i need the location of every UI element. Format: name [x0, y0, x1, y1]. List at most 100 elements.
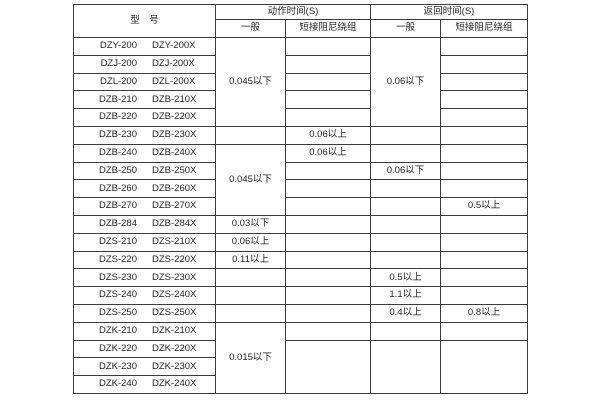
- cell-return-damping: [440, 321, 528, 341]
- model-name-base: DZB-270: [98, 200, 137, 212]
- cell-return-general: [370, 143, 441, 163]
- model-name-base: DZS-220: [98, 253, 137, 265]
- cell-action-general: 0.11以上: [215, 250, 286, 270]
- cell-action-damping: 0.06以上: [285, 143, 371, 163]
- table-row: DZS-250 DZS-250X 0.4以上 0.8以上: [73, 303, 528, 323]
- cell-action-damping: [285, 54, 371, 74]
- cell-model: DZJ-200 DZJ-200X: [73, 54, 216, 74]
- cell-return-general: [370, 232, 441, 252]
- model-name-x: DZS-220X: [152, 253, 197, 265]
- cell-action-damping: [285, 232, 371, 252]
- cell-return-damping: [440, 108, 528, 127]
- cell-model: DZK-240 DZK-240X: [73, 375, 216, 394]
- model-name-base: DZJ-200: [100, 57, 137, 69]
- model-name-base: DZS-250: [98, 307, 137, 319]
- model-name-x: DZB-284X: [152, 218, 197, 230]
- model-name-base: DZS-240: [98, 289, 137, 301]
- table-row: DZK-220 DZK-220X: [73, 339, 528, 394]
- table-row: DZK-240 DZK-240X: [73, 375, 528, 394]
- cell-model: DZS-230 DZS-230X: [73, 268, 216, 288]
- model-name-x: DZK-220X: [152, 342, 197, 354]
- table-row: DZB-210 DZB-210X: [73, 90, 528, 110]
- cell-return-damping: [440, 232, 528, 252]
- model-pair: DZY-200 DZY-200X: [75, 40, 215, 52]
- cell-action-damping: [285, 321, 371, 341]
- model-pair: DZK-230 DZK-230X: [75, 361, 215, 372]
- cell-return-general: [370, 125, 441, 145]
- table-row: DZS-230 DZS-230X 0.5以上: [73, 268, 528, 288]
- model-name-base: DZS-230: [98, 271, 137, 283]
- cell-return-damping: [440, 179, 528, 199]
- cell-return-general: 1.1以上: [370, 286, 441, 305]
- model-pair: DZK-220 DZK-220X: [75, 342, 215, 354]
- table-row: DZB-284 DZB-284X 0.03以下: [73, 214, 528, 234]
- header-return-general: 一般: [370, 19, 441, 38]
- cell-model: DZK-230 DZK-230X: [73, 357, 216, 377]
- cell-action-general: [215, 268, 286, 288]
- cell-model: DZK-210 DZK-210X: [73, 321, 216, 341]
- model-pair: DZL-200 DZL-200X: [75, 75, 215, 87]
- cell-model: DZB-260 DZB-260X: [73, 179, 216, 199]
- model-pair: DZB-240 DZB-240X: [75, 146, 215, 158]
- table-row: DZJ-200 DZJ-200X: [73, 54, 528, 74]
- model-pair: DZB-230 DZB-230X: [75, 129, 215, 141]
- model-name-base: DZB-250: [98, 164, 137, 176]
- cell-action-general: [215, 286, 286, 305]
- header-action-general: 一般: [215, 19, 286, 38]
- table-row: DZK-230 DZK-230X: [73, 357, 528, 377]
- model-name-x: DZB-220X: [152, 111, 197, 123]
- cell-action-damping: [285, 250, 371, 270]
- model-name-x: DZK-210X: [152, 324, 197, 336]
- cell-action-general: 0.03以下: [215, 214, 286, 234]
- model-name-x: DZB-240X: [152, 146, 197, 158]
- model-name-x: DZB-270X: [152, 200, 197, 212]
- cell-return-general: 0.5以上: [370, 268, 441, 288]
- cell-return-damping: [440, 161, 528, 181]
- cell-model: DZS-250 DZS-250X: [73, 303, 216, 323]
- model-pair: DZB-270 DZB-270X: [75, 200, 215, 212]
- model-name-x: DZK-240X: [152, 378, 197, 390]
- cell-return-general: 0.06以下: [370, 37, 441, 127]
- cell-return-general: [370, 339, 441, 394]
- model-name-x: DZB-260X: [152, 182, 197, 194]
- header-action-time: 动作时间(S): [215, 4, 371, 20]
- model-pair: DZS-210 DZS-210X: [75, 235, 215, 247]
- cell-return-general: 0.06以下: [370, 161, 441, 181]
- cell-model: DZS-210 DZS-210X: [73, 232, 216, 252]
- model-name-base: DZL-200: [100, 75, 137, 87]
- cell-return-damping: [440, 54, 528, 74]
- header-return-damping: 短接阻尼绕组: [440, 19, 528, 38]
- cell-return-damping: [440, 90, 528, 110]
- model-name-base: DZB-284: [98, 218, 137, 230]
- cell-action-damping: 0.06以上: [285, 125, 371, 145]
- header-row-subs: 一般 短接阻尼绕组 一般 短接阻尼绕组: [74, 19, 528, 38]
- table-row: DZK-210 DZK-210X 0.015以下: [73, 321, 528, 394]
- model-name-base: DZB-230: [98, 129, 137, 141]
- table-row: DZS-220 DZS-220X 0.11以上: [73, 250, 528, 270]
- model-name-base: DZK-220: [98, 342, 137, 354]
- model-pair: DZK-210 DZK-210X: [75, 324, 215, 336]
- model-name-x: DZJ-200X: [152, 57, 195, 69]
- cell-model: DZB-240 DZB-240X: [73, 143, 216, 163]
- cell-action-damping: [285, 37, 371, 56]
- cell-return-damping: 0.5以上: [440, 197, 528, 216]
- header-action-damping: 短接阻尼绕组: [285, 19, 371, 38]
- model-name-base: DZB-220: [98, 111, 137, 123]
- model-pair: DZJ-200 DZJ-200X: [75, 57, 215, 69]
- model-name-x: DZB-210X: [152, 93, 197, 105]
- model-name-x: DZS-210X: [152, 235, 197, 247]
- table-row: DZS-240 DZS-240X 1.1以上: [73, 286, 528, 305]
- cell-return-damping: [440, 268, 528, 288]
- cell-model: DZS-220 DZS-220X: [73, 250, 216, 270]
- cell-model: DZB-220 DZB-220X: [73, 108, 216, 127]
- model-name-x: DZY-200X: [152, 40, 196, 52]
- model-name-base: DZS-210: [98, 235, 137, 247]
- cell-return-damping: [440, 125, 528, 145]
- model-name-x: DZB-250X: [152, 164, 197, 176]
- cell-return-damping: [440, 250, 528, 270]
- table-row: DZB-240 DZB-240X 0.045以下 0.06以上: [73, 143, 528, 216]
- model-name-base: DZB-260: [98, 182, 137, 194]
- model-name-base: DZK-240: [98, 378, 137, 390]
- model-pair: DZS-220 DZS-220X: [75, 253, 215, 265]
- cell-return-general: [370, 197, 441, 216]
